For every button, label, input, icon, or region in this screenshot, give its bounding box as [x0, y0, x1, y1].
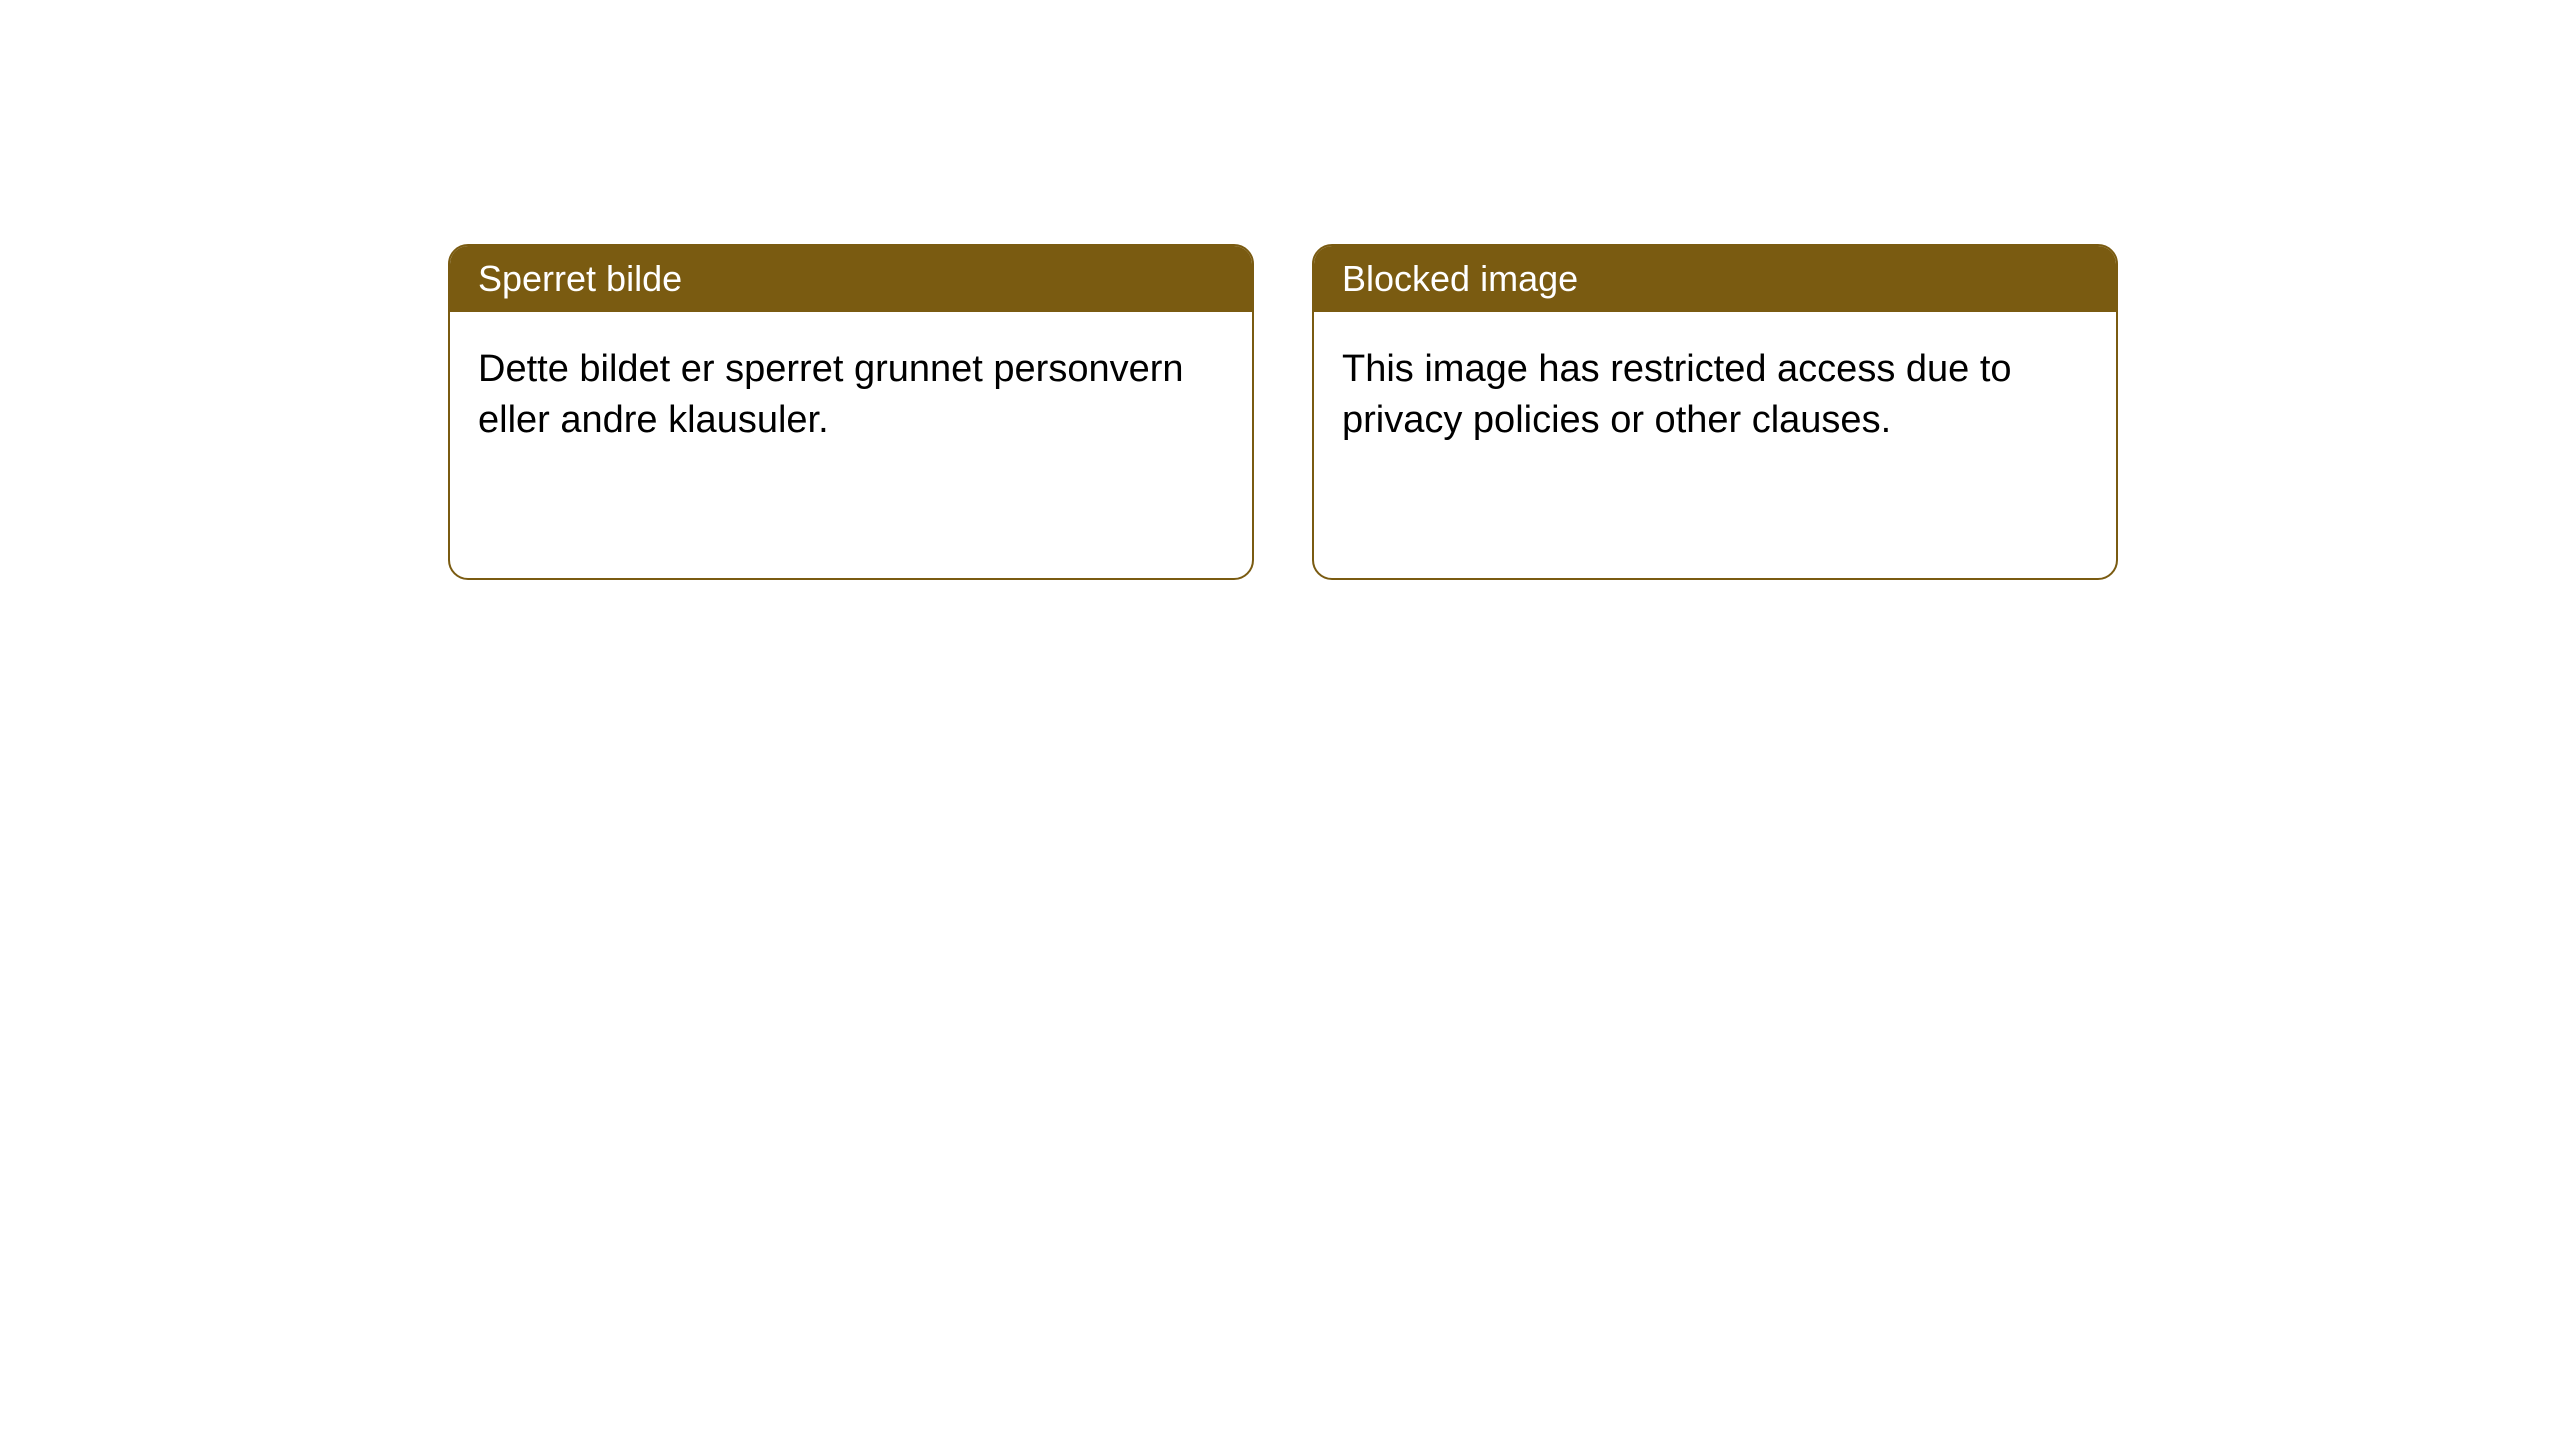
- notice-card-body: This image has restricted access due to …: [1314, 312, 2116, 479]
- notice-card-norwegian: Sperret bilde Dette bildet er sperret gr…: [448, 244, 1254, 580]
- notice-card-english: Blocked image This image has restricted …: [1312, 244, 2118, 580]
- notice-card-container: Sperret bilde Dette bildet er sperret gr…: [448, 244, 2118, 580]
- notice-card-body: Dette bildet er sperret grunnet personve…: [450, 312, 1252, 479]
- notice-card-title: Blocked image: [1314, 246, 2116, 312]
- notice-card-title: Sperret bilde: [450, 246, 1252, 312]
